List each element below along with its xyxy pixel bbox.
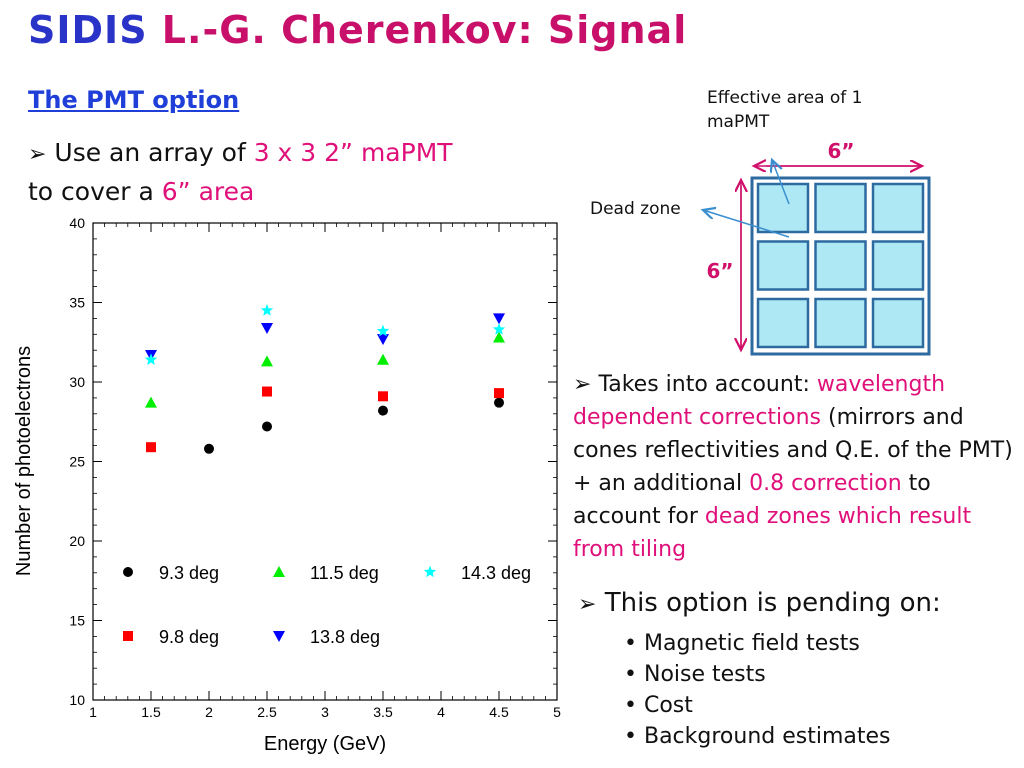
dead-zone-arrow [703,210,790,238]
x-tick-label: 3.5 [373,704,393,720]
title-part-1: SIDIS [28,8,148,52]
mapmt-cell [814,240,867,291]
section-subtitle: The PMT option [28,86,240,114]
title-part-2: L.-G. Cherenkov: Signal [161,8,688,52]
data-point-13-8-deg [377,334,389,346]
y-tick-label: 15 [69,613,85,629]
corrections-highlight-2: 0.8 correction [749,471,902,496]
legend-label: 11.5 deg [310,563,379,583]
data-point-11-5-deg [145,396,157,408]
data-point-14-3-deg [260,303,274,316]
arrow-bullet-icon: ➢ [573,372,592,397]
legend-label: 14.3 deg [461,563,531,583]
y-tick-label: 10 [69,692,85,708]
y-tick-label: 35 [69,295,85,311]
effective-area-arrow [772,160,790,205]
x-tick-label: 3 [321,704,329,720]
legend-marker [123,631,133,641]
data-point-9-8-deg [494,388,504,399]
mapmt-cell [756,240,810,291]
data-point-14-3-deg [376,324,390,337]
y-tick-label: 20 [69,533,85,549]
bullet1-highlight2: 6” area [161,177,255,206]
legend-marker [123,567,133,577]
corrections-prefix: Takes into account: [598,372,810,397]
x-tick-label: 2.5 [257,704,277,720]
data-point-9-3-deg [204,443,214,454]
x-tick-label: 1 [89,704,97,720]
y-tick-label: 25 [69,454,85,470]
pending-item: Noise tests [624,659,891,690]
effective-area-label: Effective area of 1 [707,88,863,108]
data-point-9-8-deg [262,386,272,397]
corrections-highlight-3: dead zones which result from tiling [573,504,972,562]
data-point-9-8-deg [146,442,156,453]
pending-item: Magnetic field tests [624,628,891,659]
corrections-text-3: to account for [573,471,931,529]
data-point-11-5-deg [261,355,273,367]
x-axis-label: Energy (GeV) [264,733,386,755]
pmt-array-diagram: Effective area of 1 maPMT Dead zone 6” 6… [590,88,931,356]
mapmt-cell [871,182,925,234]
legend-label: 9.8 deg [159,627,219,647]
mapmt-cell [871,297,925,349]
bullet1-text2: to cover a [28,177,154,206]
data-point-9-3-deg [378,405,388,416]
bullet-corrections: ➢ Takes into account: wavelength depende… [573,368,1023,566]
data-point-11-5-deg [493,331,505,343]
pending-item: Background estimates [624,721,891,752]
bullet1-text1: Use an array of [54,138,246,167]
legend-marker [273,566,285,577]
data-point-13-8-deg [261,322,273,334]
x-tick-label: 4 [437,704,445,720]
mapmt-cell [756,182,810,234]
data-point-14-3-deg [144,353,158,365]
pending-item: Cost [624,690,891,721]
effective-area-label-2: maPMT [707,112,770,132]
data-point-9-8-deg [378,391,388,402]
dead-zone-label: Dead zone [590,199,681,219]
legend-marker [273,631,285,642]
y-tick-label: 30 [69,374,85,390]
bullet-pending: ➢ This option is pending on: [578,588,1018,618]
data-point-14-3-deg [492,323,506,335]
legend-marker [423,565,437,578]
mapmt-cell [814,297,867,349]
mapmt-cell [871,240,925,291]
data-point-13-8-deg [493,313,505,325]
mapmt-cell [814,182,867,234]
x-tick-label: 4.5 [489,704,509,720]
y-axis-label: Number of photoelectrons [13,346,35,576]
width-label: 6” [827,139,854,163]
arrow-bullet-icon: ➢ [28,142,47,167]
corrections-text-2: (mirrors and cones reflectivities and Q.… [573,405,1013,496]
arrow-bullet-icon: ➢ [578,592,597,617]
bullet-use-array: ➢ Use an array of 3 x 3 2” maPMT to cove… [28,134,568,210]
y-tick-label: 40 [69,215,85,231]
mapmt-cell [756,297,810,349]
pmt-grid [750,176,931,356]
x-tick-label: 1.5 [141,704,161,720]
height-label: 6” [706,259,733,283]
pending-heading: This option is pending on: [604,588,941,618]
pending-list: Magnetic field tests Noise tests Cost Ba… [624,628,891,752]
corrections-highlight-1: wavelength dependent corrections [573,372,946,430]
legend-label: 9.3 deg [159,563,219,583]
legend-label: 13.8 deg [310,627,380,647]
data-point-9-3-deg [262,421,272,432]
slide-title: SIDIS L.-G. Cherenkov: Signal [28,8,687,52]
data-point-11-5-deg [377,353,389,365]
x-tick-label: 5 [553,704,561,720]
bullet1-highlight1: 3 x 3 2” maPMT [253,138,453,167]
photoelectrons-chart: 1 1.5 2 2.5 3 3.5 4 4.5 5 10 15 20 25 30 35 40 9.3 deg 1… [13,215,561,755]
x-tick-label: 2 [205,704,213,720]
data-point-9-3-deg [494,397,504,408]
